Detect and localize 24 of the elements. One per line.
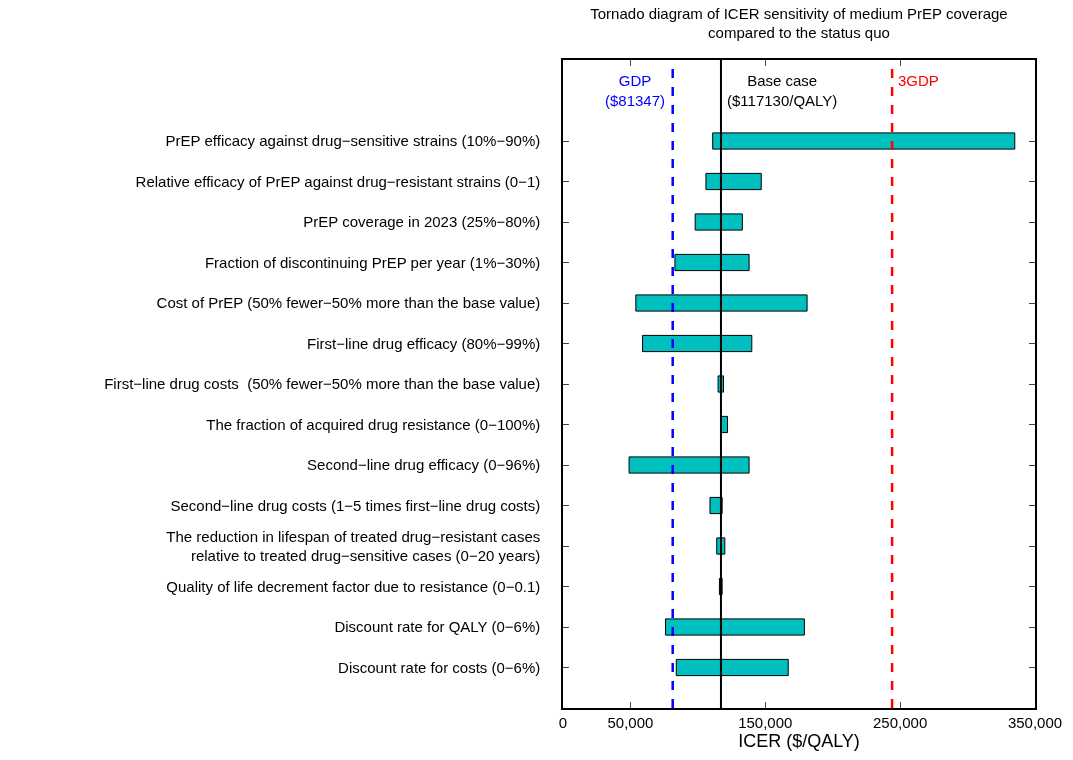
chart-title: Tornado diagram of ICER sensitivity of medium PrEP coverage compared to the status quo [590,4,1008,42]
y-tick-label: Relative efficacy of PrEP against drug−resistant strains (0−1) [135,172,541,190]
y-tick-label: Fraction of discontinuing PrEP per year (1%−30%) [204,253,541,271]
ref-line-label: 3GDP [898,72,939,89]
x-tick-label: 0 [558,713,568,731]
y-tick-label: First−line drug costs (50% fewer−50% more than the base value) [104,375,541,393]
y-tick-label: Quality of life decrement factor due to resistance (0−0.1) [166,577,541,595]
x-tick-label: 350,000 [1007,713,1063,731]
y-tick-label: Discount rate for costs (0−6%) [338,658,541,676]
ref-line-label: GDP ($81347) [605,72,666,109]
y-tick-label: Discount rate for QALY (0−6%) [334,618,541,636]
x-tick-label: 250,000 [873,713,928,731]
ref-line-label: Base case ($117130/QALY) [727,72,838,109]
y-tick-label: Second−line drug efficacy (0−96%) [307,456,541,474]
y-tick-label: Cost of PrEP (50% fewer−50% more than the base value) [156,294,541,312]
y-tick-label: PrEP coverage in 2023 (25%−80%) [303,213,541,231]
y-tick-label: The fraction of acquired drug resistance (0−100%) [206,415,541,433]
x-axis-title: ICER ($/QALY) [738,730,860,751]
x-tick-label: 50,000 [607,713,654,731]
y-tick-label: First−line drug efficacy (80%−99%) [307,334,541,352]
y-tick-label: Second−line drug costs (1−5 times first−line drug costs) [170,496,541,514]
y-tick-label: The reduction in lifespan of treated drug−resistant cases relative to treated drug−sensitive cases (0−20 years) [166,527,541,564]
y-tick-label: PrEP efficacy against drug−sensitive strains (10%−90%) [165,132,541,150]
x-tick-label: 150,000 [738,713,793,731]
